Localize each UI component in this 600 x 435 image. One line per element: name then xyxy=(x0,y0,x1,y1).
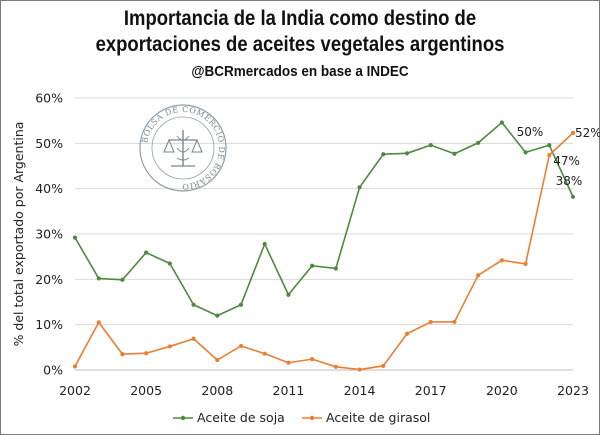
gridlines xyxy=(75,97,573,326)
data-point-girasol xyxy=(381,363,386,369)
data-point-soja xyxy=(72,235,78,240)
chart-title: Importancia de la India como destino de … xyxy=(36,6,564,58)
data-point-girasol xyxy=(333,364,338,369)
data-point-soja xyxy=(523,150,528,155)
data-point-soja xyxy=(120,277,125,282)
data-point-girasol xyxy=(310,357,315,362)
data-point-girasol xyxy=(452,319,457,325)
y-tick-label: 30% xyxy=(35,227,63,242)
legend-label-girasol: Aceite de girasol xyxy=(326,410,430,425)
y-tick-label: 60% xyxy=(35,91,63,106)
x-tick-label: 2014 xyxy=(344,383,376,398)
title-line-1: Importancia de la India como destino de xyxy=(123,7,477,30)
series-line-soja xyxy=(74,121,574,317)
data-point-soja xyxy=(310,263,315,268)
data-point-soja xyxy=(96,276,101,281)
data-point-soja xyxy=(144,250,149,255)
data-point-soja xyxy=(215,313,220,318)
data-point-girasol xyxy=(357,367,362,372)
data-point-girasol xyxy=(144,351,149,356)
x-tick-label: 2008 xyxy=(201,383,233,398)
data-point-girasol xyxy=(120,352,125,357)
data-label: 50% xyxy=(517,125,544,139)
x-tick-label: 2020 xyxy=(486,383,518,398)
data-point-girasol xyxy=(499,258,504,263)
data-point-girasol xyxy=(96,320,101,325)
y-tick-label: 0% xyxy=(43,363,63,378)
y-axis-ticks: 0% 10% 20% 30% 40% 50% 60% xyxy=(35,91,63,378)
title-line-2: exportaciones de aceites vegetales argen… xyxy=(95,33,505,56)
data-point-soja xyxy=(404,151,410,156)
bolsa-de-comercio-seal: BOLSA DE COMERCIO DE ROSARIO xyxy=(139,104,227,192)
legend-item-soja: Aceite de soja xyxy=(173,410,285,425)
y-tick-label: 40% xyxy=(35,181,63,196)
data-point-soja xyxy=(286,292,291,297)
legend: Aceite de soja Aceite de girasol xyxy=(173,410,430,425)
data-point-soja xyxy=(262,241,267,247)
data-point-soja xyxy=(238,302,244,307)
data-point-soja xyxy=(357,185,362,190)
chart-subtitle: @BCRmercados en base a INDEC xyxy=(191,63,409,80)
x-axis-ticks: 2002 2005 2008 2011 2014 2017 2020 2023 xyxy=(59,383,589,398)
data-point-soja xyxy=(499,120,504,125)
data-point-soja xyxy=(570,194,576,199)
data-point-girasol xyxy=(286,360,291,365)
data-point-girasol xyxy=(428,319,433,325)
data-point-girasol xyxy=(262,351,267,356)
data-point-girasol xyxy=(547,153,552,158)
data-point-girasol xyxy=(215,357,220,363)
data-point-girasol xyxy=(72,364,78,369)
data-point-soja xyxy=(191,302,196,307)
legend-label-soja: Aceite de soja xyxy=(197,410,285,425)
y-axis-label: % del total exportado por Argentina xyxy=(11,122,26,347)
data-label: 47% xyxy=(553,154,580,168)
data-point-girasol xyxy=(404,331,410,336)
data-point-soja xyxy=(381,152,386,157)
data-point-girasol xyxy=(167,344,172,349)
data-point-girasol xyxy=(238,343,244,349)
data-point-girasol xyxy=(476,273,481,278)
data-point-girasol xyxy=(570,130,576,136)
data-point-soja xyxy=(428,143,433,148)
series-line-girasol xyxy=(74,132,574,371)
legend-item-girasol: Aceite de girasol xyxy=(302,410,430,425)
data-label: 52% xyxy=(575,126,600,140)
x-tick-label: 2011 xyxy=(273,383,305,398)
data-point-girasol xyxy=(523,261,528,267)
series-lines xyxy=(72,120,576,372)
data-point-girasol xyxy=(191,336,196,341)
data-label: 38% xyxy=(556,174,583,188)
data-labels: 50% 38% 47% 52% xyxy=(517,125,600,188)
y-tick-label: 50% xyxy=(35,136,63,151)
x-tick-label: 2005 xyxy=(130,383,162,398)
x-tick-label: 2002 xyxy=(59,383,91,398)
data-point-soja xyxy=(167,261,172,266)
y-tick-label: 20% xyxy=(35,272,63,287)
data-point-soja xyxy=(333,266,338,271)
data-point-soja xyxy=(476,140,481,145)
x-tick-label: 2017 xyxy=(415,383,447,398)
data-point-soja xyxy=(547,143,552,148)
y-tick-label: 10% xyxy=(35,317,63,332)
data-point-soja xyxy=(452,151,457,156)
x-tick-label: 2023 xyxy=(557,383,589,398)
